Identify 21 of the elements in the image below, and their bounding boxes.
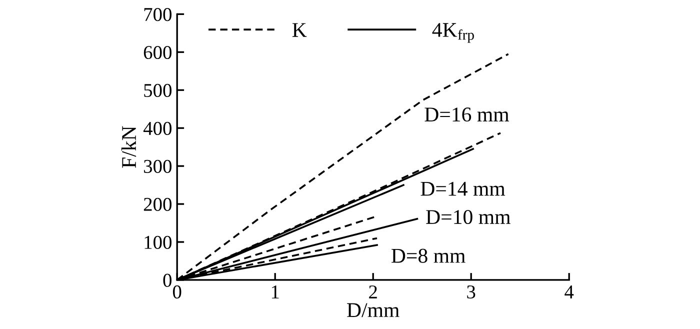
legend-label: 4K$_{frp}$ <box>432 23 474 43</box>
y-tick-label: 500 <box>144 84 172 98</box>
y-tick-label: 600 <box>144 46 172 60</box>
x-tick-label: 0 <box>172 285 182 299</box>
annotation: D=10 mm <box>426 210 510 224</box>
y-tick-label: 400 <box>143 122 172 136</box>
y-tick-label: 0 <box>163 274 172 287</box>
legend-label: K <box>292 23 307 37</box>
annotation: D=8 mm <box>392 248 466 263</box>
x-axis-title: D/mm <box>347 303 400 318</box>
x-tick-label: 3 <box>467 285 476 299</box>
y-tick-label: 300 <box>144 160 172 173</box>
y-axis-title: F/kN <box>121 126 136 168</box>
annotation: D=16 mm <box>424 108 510 122</box>
y-tick-label: 100 <box>144 236 172 249</box>
y-tick-label: 200 <box>144 198 172 211</box>
y-tick-label: 700 <box>144 8 172 22</box>
x-tick-label: 2 <box>369 285 377 298</box>
x-tick-label: 1 <box>272 285 279 298</box>
annotation: D=14 mm <box>420 182 506 196</box>
x-tick-label: 4 <box>564 286 574 298</box>
